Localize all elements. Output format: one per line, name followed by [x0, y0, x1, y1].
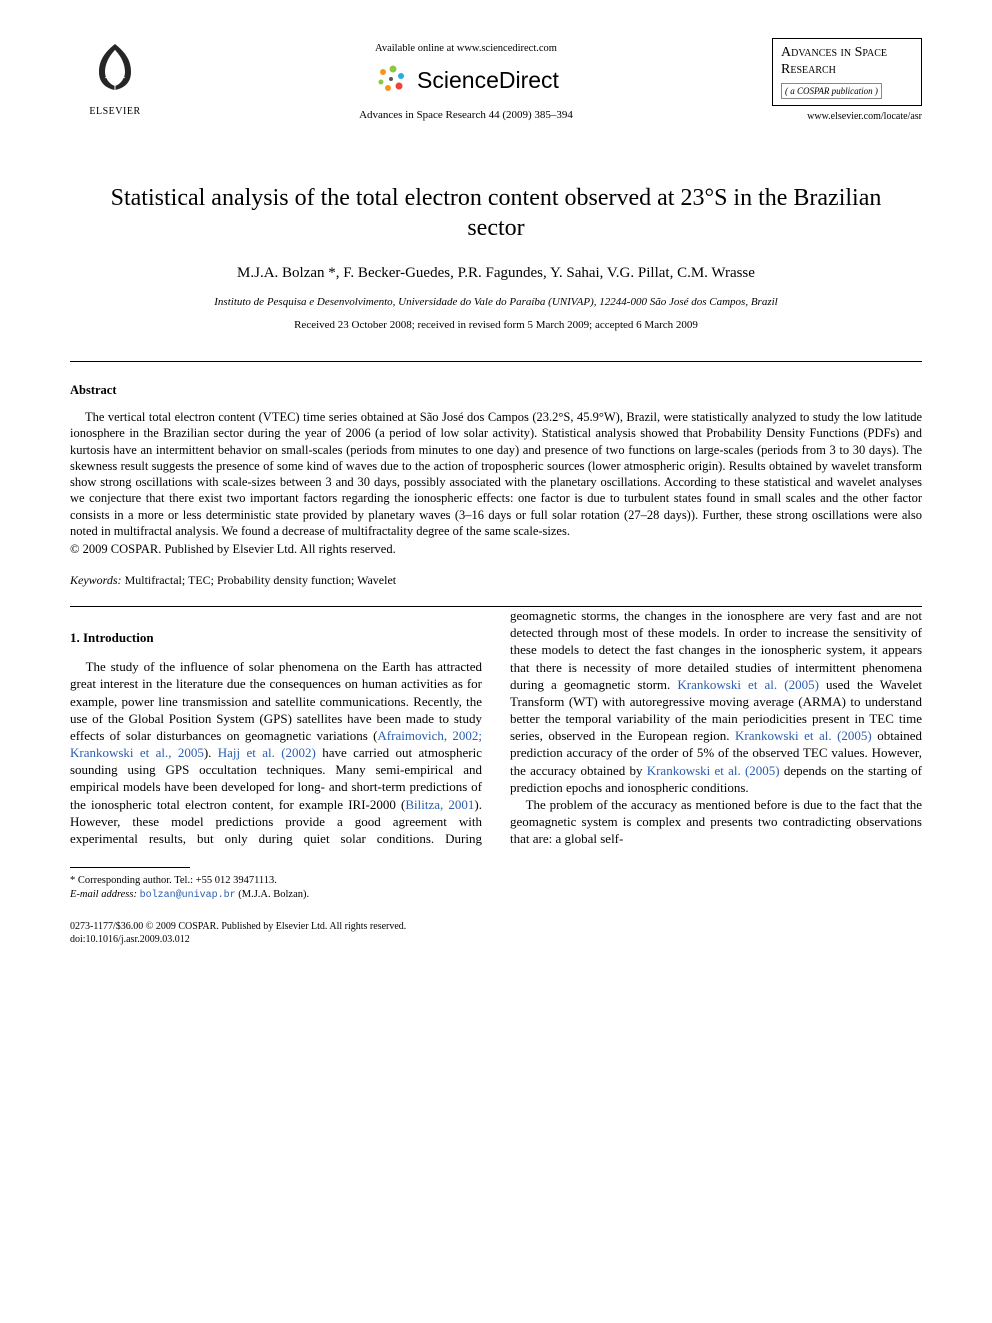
body-two-column: 1. Introduction The study of the influen… [70, 607, 922, 847]
footnote-block: * Corresponding author. Tel.: +55 012 39… [70, 874, 922, 902]
citation-krankowski-1[interactable]: Krankowski et al. (2005) [677, 677, 819, 692]
footer-line-1: 0273-1177/$36.00 © 2009 COSPAR. Publishe… [70, 920, 922, 933]
abstract-heading: Abstract [70, 382, 922, 399]
locate-url: www.elsevier.com/locate/asr [772, 110, 922, 124]
footer-doi: doi:10.1016/j.asr.2009.03.012 [70, 933, 922, 946]
citation-bilitza[interactable]: Bilitza, 2001 [405, 797, 474, 812]
footnote-separator [70, 867, 190, 868]
corresponding-author: * Corresponding author. Tel.: +55 012 39… [70, 874, 922, 888]
email-attribution: (M.J.A. Bolzan). [238, 889, 309, 900]
journal-cover-box: Advances in Space Research ( a COSPAR pu… [772, 38, 922, 106]
abstract-copyright: © 2009 COSPAR. Published by Elsevier Ltd… [70, 541, 922, 558]
email-label: E-mail address: [70, 889, 137, 900]
citation-krankowski-3[interactable]: Krankowski et al. (2005) [647, 763, 780, 778]
authors-line: M.J.A. Bolzan *, F. Becker-Guedes, P.R. … [70, 263, 922, 283]
citation-krankowski-2[interactable]: Krankowski et al. (2005) [735, 728, 872, 743]
sciencedirect-swirl-icon [373, 62, 409, 98]
abstract-text: The vertical total electron content (VTE… [70, 409, 922, 539]
elsevier-tree-icon [85, 38, 145, 98]
header-center: Available online at www.sciencedirect.co… [160, 38, 772, 123]
affiliation: Instituto de Pesquisa e Desenvolvimento,… [70, 295, 922, 310]
journal-box-title: Advances in Space Research [781, 45, 913, 79]
rule-top [70, 361, 922, 362]
keywords-label: Keywords: [70, 573, 122, 587]
corresponding-email-line: E-mail address: bolzan@univap.br (M.J.A.… [70, 888, 922, 902]
journal-box-subtitle: ( a COSPAR publication ) [781, 83, 882, 99]
section-1-heading: 1. Introduction [70, 629, 482, 646]
elsevier-label: ELSEVIER [70, 105, 160, 119]
header-row: ELSEVIER Available online at www.science… [70, 38, 922, 153]
keywords-line: Keywords: Multifractal; TEC; Probability… [70, 572, 922, 588]
abstract-body: The vertical total electron content (VTE… [70, 409, 922, 539]
sciencedirect-logo-row: ScienceDirect [160, 62, 772, 98]
article-dates: Received 23 October 2008; received in re… [70, 318, 922, 333]
keywords-text: Multifractal; TEC; Probability density f… [125, 573, 397, 587]
intro-text-b: ). [204, 745, 218, 760]
citation-hajj[interactable]: Hajj et al. (2002) [218, 745, 316, 760]
journal-reference: Advances in Space Research 44 (2009) 385… [160, 108, 772, 123]
available-online-text: Available online at www.sciencedirect.co… [160, 42, 772, 56]
journal-box-wrapper: Advances in Space Research ( a COSPAR pu… [772, 38, 922, 153]
elsevier-logo-block: ELSEVIER [70, 38, 160, 118]
footer-copyright: 0273-1177/$36.00 © 2009 COSPAR. Publishe… [70, 920, 922, 946]
article-title: Statistical analysis of the total electr… [90, 183, 902, 243]
email-address[interactable]: bolzan@univap.br [140, 890, 236, 901]
sciencedirect-text: ScienceDirect [417, 65, 559, 96]
intro-para-2: The problem of the accuracy as mentioned… [510, 796, 922, 847]
